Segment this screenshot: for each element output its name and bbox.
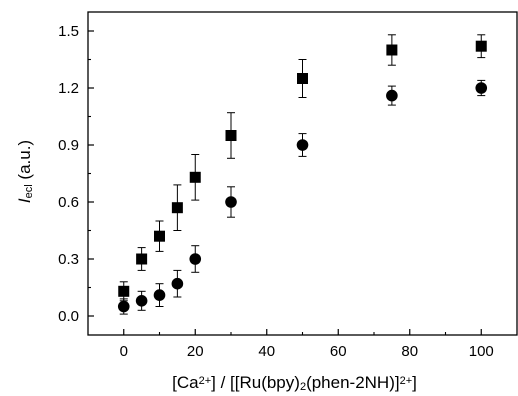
- circle-marker: [171, 277, 184, 290]
- square-marker: [136, 253, 148, 265]
- square-marker: [118, 285, 130, 297]
- y-tick-label: 1.2: [58, 80, 79, 97]
- y-tick-label: 1.5: [58, 23, 79, 40]
- axis-title-part: ] / [[Ru(bpy): [211, 373, 300, 392]
- x-tick-label: 80: [401, 343, 418, 360]
- x-tick-label: 20: [187, 343, 204, 360]
- x-tick-label: 0: [120, 343, 128, 360]
- axis-title-part: ]: [412, 373, 417, 392]
- y-tick-label: 0.9: [58, 137, 79, 154]
- square-marker: [189, 171, 201, 183]
- square-marker: [154, 230, 165, 242]
- markers-group: [117, 40, 488, 313]
- x-tick-label: 60: [330, 343, 347, 360]
- circle-marker: [296, 139, 309, 151]
- square-marker: [171, 202, 183, 214]
- axis-title-part: I: [15, 198, 34, 203]
- square-marker: [475, 40, 487, 52]
- circle-marker: [386, 89, 398, 102]
- x-tick-label: 40: [258, 343, 275, 360]
- square-marker: [225, 130, 237, 141]
- circle-marker: [135, 295, 148, 307]
- circle-marker: [475, 82, 488, 94]
- square-marker: [386, 44, 398, 56]
- ticks-group: [88, 30, 482, 335]
- tick-labels-group: 0 20 40 60 80 100 0.0 0.3 0.6 0.9 1.2 1.5: [58, 23, 494, 360]
- y-axis-title: Iecl (a.u.): [15, 140, 35, 203]
- axis-title-part: (phen-2NH)]: [306, 373, 400, 392]
- x-tick-label: 100: [469, 343, 494, 360]
- circle-marker: [153, 289, 166, 301]
- axis-title-part: ecl: [23, 184, 35, 198]
- axis-title-part: 2+: [199, 375, 212, 387]
- y-tick-label: 0.0: [58, 308, 79, 325]
- axis-title-part: (a.u.): [15, 140, 34, 184]
- circle-marker: [189, 253, 202, 265]
- y-tick-label: 0.3: [58, 251, 79, 268]
- circle-marker: [117, 300, 130, 313]
- axis-title-part: 2: [300, 381, 306, 393]
- y-tick-label: 0.6: [58, 194, 79, 211]
- square-marker: [297, 73, 308, 84]
- axis-title-part: [Ca: [172, 373, 199, 392]
- circle-marker: [225, 196, 237, 208]
- axis-title-part: 2+: [400, 375, 413, 387]
- x-axis-title: [Ca2+] / [[Ru(bpy)2(phen-2NH)]2+]: [172, 373, 417, 393]
